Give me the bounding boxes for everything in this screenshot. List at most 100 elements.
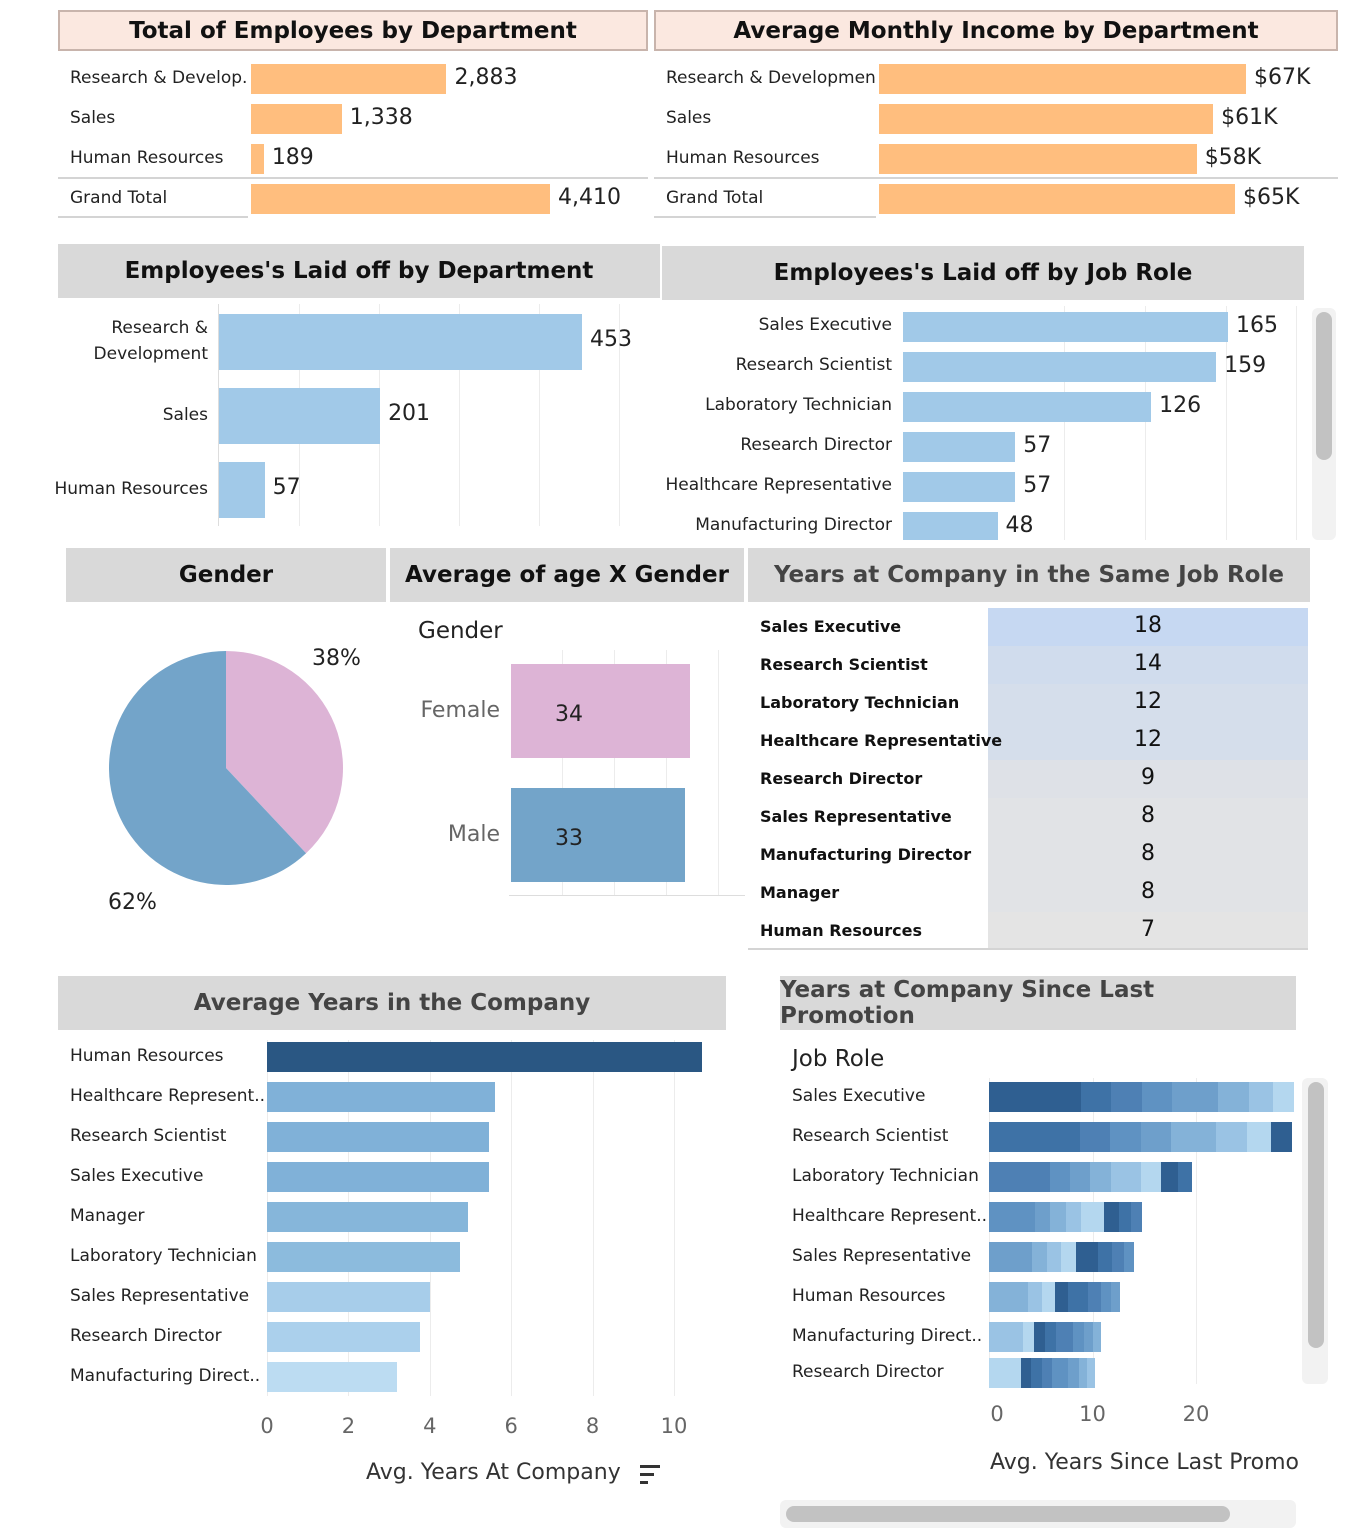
- pie-slice-0: [226, 651, 343, 854]
- promo-segment-sales-representative-5: [1097, 1242, 1113, 1272]
- promo-segment-laboratory-technician-2: [1070, 1162, 1091, 1192]
- table-value-sales-representative: 8: [1141, 803, 1155, 828]
- laid-role-label-sales-executive: Sales Executive: [758, 315, 892, 335]
- promo-label-healthcare-represent: Healthcare Represent..: [792, 1206, 986, 1226]
- income-value-grand-total: $65K: [1243, 185, 1300, 210]
- promo-segment-healthcare-represent-6: [1119, 1202, 1132, 1232]
- income-label-sales: Sales: [666, 108, 712, 128]
- bar-sales: [251, 104, 342, 134]
- age-gridline-1: [614, 650, 615, 896]
- promo-label-sales-representative: Sales Representative: [792, 1246, 972, 1266]
- promo-segment-healthcare-represent-0: [989, 1202, 1035, 1232]
- promo-segment-research-scientist-1: [1079, 1122, 1111, 1152]
- promo-segment-sales-executive-7: [1272, 1082, 1295, 1112]
- years-bar-manufacturing-direct: [267, 1362, 398, 1392]
- promo-segment-human-resources-7: [1111, 1282, 1121, 1312]
- promo-segment-human-resources-4: [1067, 1282, 1088, 1312]
- laid-off-role-scroll-thumb[interactable]: [1316, 312, 1332, 460]
- laid-role-label-research-director: Research Director: [740, 435, 892, 455]
- promo-segment-human-resources-6: [1100, 1282, 1112, 1312]
- income-grand-total-divider: [654, 177, 1338, 179]
- promo-segment-manufacturing-direct-7: [1092, 1322, 1101, 1352]
- promo-segment-manufacturing-direct-5: [1072, 1322, 1084, 1352]
- years-tick-6: 6: [504, 1414, 518, 1438]
- gridline-2: [459, 304, 460, 526]
- years-label-sales-executive: Sales Executive: [70, 1166, 204, 1186]
- promo-label-research-scientist: Research Scientist: [792, 1126, 949, 1146]
- bar-label-sales: Sales: [70, 108, 116, 128]
- promotion-v-scroll-thumb[interactable]: [1308, 1082, 1324, 1348]
- promo-segment-healthcare-represent-7: [1131, 1202, 1143, 1232]
- promotion-h-scroll-thumb[interactable]: [786, 1506, 1230, 1522]
- promo-segment-human-resources-2: [1041, 1282, 1055, 1312]
- promo-gridline-20: [1196, 1078, 1197, 1384]
- table-role-manager: Manager: [760, 883, 840, 902]
- income-label-human-resources: Human Resources: [666, 148, 820, 168]
- role-gridline-2: [1226, 306, 1227, 540]
- promo-segment-research-director-4: [1052, 1358, 1069, 1388]
- pie-label-male: 62%: [108, 890, 157, 915]
- income-value-human-resources: $58K: [1204, 145, 1262, 170]
- income-label-research-development: Research & Development: [666, 68, 876, 88]
- promo-segment-laboratory-technician-1: [1049, 1162, 1071, 1192]
- pie-slice-1: [109, 651, 307, 885]
- promo-segment-research-director-6: [1078, 1358, 1088, 1388]
- income-bar-grand-total: [879, 184, 1236, 214]
- panel1-bottom-line: [58, 216, 248, 218]
- laid-role-label-research-scientist: Research Scientist: [735, 355, 892, 375]
- promo-segment-research-scientist-3: [1140, 1122, 1171, 1152]
- years-tick-8: 8: [585, 1414, 600, 1438]
- laid-role-label-laboratory-technician: Laboratory Technician: [705, 395, 892, 415]
- years-gridline-6: [511, 1040, 513, 1396]
- table-role-human-resources: Human Resources: [760, 921, 923, 940]
- promo-segment-sales-representative-1: [1032, 1242, 1047, 1272]
- laid-role-label-healthcare-representative: Healthcare Representative: [665, 475, 892, 495]
- years-tick-2: 2: [341, 1414, 356, 1438]
- laid-dept-label-development: Development: [93, 344, 208, 364]
- income-value-sales: $61K: [1221, 105, 1278, 130]
- promo-segment-manufacturing-direct-0: [989, 1322, 1023, 1352]
- axis-title-since-promo: Avg. Years Since Last Promo: [990, 1450, 1298, 1475]
- promo-segment-human-resources-3: [1054, 1282, 1068, 1312]
- promo-segment-research-scientist-4: [1170, 1122, 1217, 1152]
- table-cell-sales-representative: [988, 798, 1308, 836]
- years-tick-4: 4: [423, 1414, 437, 1438]
- gender-pie-chart: [109, 651, 343, 885]
- promo-segment-manufacturing-direct-4: [1056, 1322, 1073, 1352]
- axis-line-laid-off-dept: [218, 304, 219, 526]
- table-cell-human-resources: [988, 912, 1308, 950]
- chart-title-laid-off-role: Employees's Laid off by Job Role: [662, 246, 1304, 300]
- axis-title-job-role: Job Role: [792, 1046, 885, 1072]
- table-cell-laboratory-technician: [988, 684, 1308, 722]
- promo-segment-human-resources-5: [1087, 1282, 1101, 1312]
- promo-segment-human-resources-1: [1028, 1282, 1042, 1312]
- age-label-male: Male: [447, 822, 500, 847]
- promo-segment-healthcare-represent-2: [1050, 1202, 1066, 1232]
- sort-icon[interactable]: [640, 1464, 662, 1486]
- role-gridline-1: [1145, 306, 1146, 540]
- axis-title-gender: Gender: [418, 618, 503, 644]
- promo-segment-sales-representative-7: [1123, 1242, 1134, 1272]
- table-cell-manager: [988, 874, 1308, 912]
- promo-segment-manufacturing-direct-6: [1084, 1322, 1093, 1352]
- chart-title-laid-off-dept: Employees's Laid off by Department: [58, 244, 660, 298]
- promo-segment-laboratory-technician-5: [1141, 1162, 1162, 1192]
- promo-segment-laboratory-technician-6: [1161, 1162, 1178, 1192]
- table-value-sales-executive: 18: [1134, 613, 1162, 638]
- laid-dept-value-human-resources: 57: [272, 475, 301, 500]
- years-label-manufacturing-direct: Manufacturing Direct..: [70, 1366, 261, 1386]
- promo-segment-sales-executive-3: [1141, 1082, 1173, 1112]
- promo-segment-manufacturing-direct-3: [1044, 1322, 1057, 1352]
- promo-segment-sales-representative-4: [1075, 1242, 1098, 1272]
- laid-role-bar-healthcare-representative: [903, 472, 1016, 502]
- laid-role-value-manufacturing-director: 48: [1005, 513, 1034, 538]
- years-bar-sales-representative: [267, 1282, 430, 1312]
- promo-label-sales-executive: Sales Executive: [792, 1086, 926, 1106]
- table-value-manufacturing-director: 8: [1141, 841, 1155, 866]
- bar-label-grand-total: Grand Total: [70, 188, 168, 208]
- table-bottom-line: [748, 948, 1308, 950]
- table-role-research-director: Research Director: [760, 769, 923, 788]
- age-value-male: 33: [555, 826, 583, 851]
- age-bar-female: [511, 664, 690, 758]
- income-bar-sales: [879, 104, 1214, 134]
